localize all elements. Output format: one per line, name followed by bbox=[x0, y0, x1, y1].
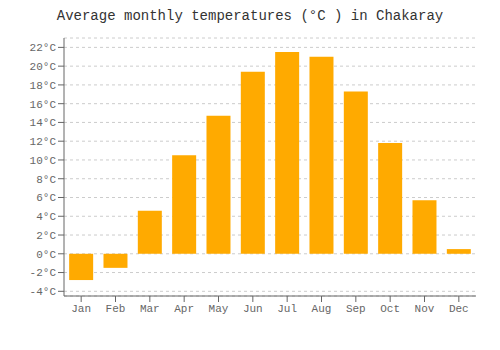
svg-text:2°C: 2°C bbox=[36, 230, 56, 242]
svg-text:May: May bbox=[209, 303, 229, 315]
svg-text:12°C: 12°C bbox=[30, 136, 57, 148]
svg-text:Jan: Jan bbox=[71, 303, 91, 315]
html-text:Average monthly temperatures (: Average monthly temperatures (°C ) in Ch… bbox=[56, 8, 444, 24]
svg-text:22°C: 22°C bbox=[30, 42, 57, 54]
svg-text:Mar: Mar bbox=[140, 303, 160, 315]
svg-text:10°C: 10°C bbox=[30, 155, 57, 167]
svg-text:0°C: 0°C bbox=[36, 249, 56, 261]
svg-text:Sep: Sep bbox=[346, 303, 366, 315]
svg-text:8°C: 8°C bbox=[36, 174, 56, 186]
svg-text:Aug: Aug bbox=[312, 303, 332, 315]
svg-text:14°C: 14°C bbox=[30, 117, 57, 129]
svg-text:18°C: 18°C bbox=[30, 80, 57, 92]
svg-text:-2°C: -2°C bbox=[30, 267, 57, 279]
svg-text:6°C: 6°C bbox=[36, 192, 56, 204]
svg-text:16°C: 16°C bbox=[30, 99, 57, 111]
svg-text:-4°C: -4°C bbox=[30, 286, 57, 298]
svg-text:4°C: 4°C bbox=[36, 211, 56, 223]
svg-text:Apr: Apr bbox=[174, 303, 194, 315]
svg-text:Jul: Jul bbox=[277, 303, 297, 315]
svg-text:Jun: Jun bbox=[243, 303, 263, 315]
svg-text:Nov: Nov bbox=[415, 303, 435, 315]
svg-text:20°C: 20°C bbox=[30, 61, 57, 73]
svg-text:Oct: Oct bbox=[380, 303, 400, 315]
svg-text:Feb: Feb bbox=[106, 303, 126, 315]
svg-text:Dec: Dec bbox=[449, 303, 469, 315]
